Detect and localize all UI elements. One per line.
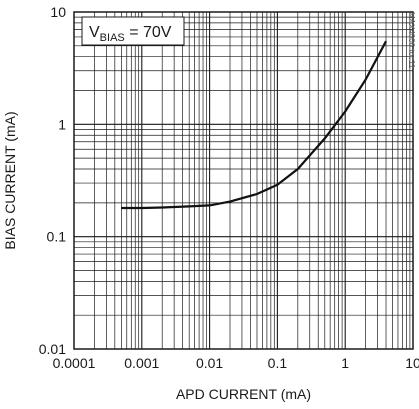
x-tick-label: 10 xyxy=(405,355,419,371)
x-tick-label: 0.001 xyxy=(124,355,159,371)
x-tick-label: 0.0001 xyxy=(53,355,96,371)
x-tick-label: 0.01 xyxy=(196,355,223,371)
x-axis-title: APD CURRENT (mA) xyxy=(176,386,311,402)
y-tick-label: 1 xyxy=(58,116,66,132)
annotation-box xyxy=(81,16,185,46)
x-tick-label: 0.1 xyxy=(268,355,288,371)
series-layer xyxy=(121,40,387,210)
x-tick-label: 1 xyxy=(341,355,349,371)
y-tick-label: 0.01 xyxy=(39,341,66,357)
y-tick-label: 0.1 xyxy=(47,229,67,245)
plot-frame xyxy=(73,11,414,350)
y-tick-label: 10 xyxy=(50,4,66,20)
annotation-vbias: VBIAS = 70V xyxy=(89,24,172,44)
tick-labels: 0.0001 0.001 0.01 0.1 1 10 0.01 0.1 1 10 xyxy=(39,4,419,371)
grid xyxy=(74,12,413,349)
figure-code: MAX4006 toc11 xyxy=(407,12,416,69)
series-line-0 xyxy=(121,40,387,210)
y-axis-title: BIAS CURRENT (mA) xyxy=(2,111,18,249)
